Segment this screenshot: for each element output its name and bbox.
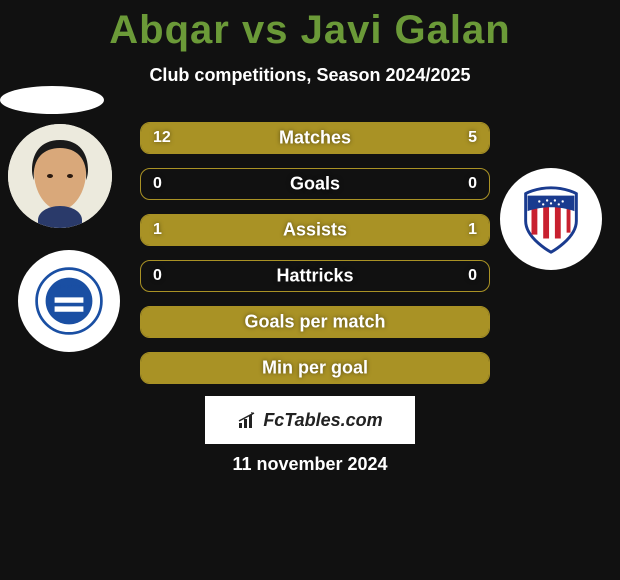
comparison-title: Abqar vs Javi Galan [0, 0, 620, 53]
stat-row-goals-per-match: Goals per match [140, 306, 490, 338]
season-subtitle: Club competitions, Season 2024/2025 [0, 65, 620, 86]
atletico-crest-icon [512, 180, 590, 258]
alaves-crest-icon: DEPORTIVO [33, 265, 105, 337]
stat-value-left: 1 [153, 221, 162, 239]
stat-value-left: 0 [153, 267, 162, 285]
stat-row-goals: Goals0 0 [140, 168, 490, 200]
stat-label: Goals per match [141, 312, 489, 333]
stat-value-right: 0 [468, 267, 477, 285]
player-photo-left [8, 124, 112, 228]
fctables-branding: FcTables.com [205, 396, 415, 444]
club-badge-left: DEPORTIVO [18, 250, 120, 352]
stat-value-left: 12 [153, 129, 171, 147]
club-badge-right [500, 168, 602, 270]
stat-row-matches: Matches12 5 [140, 122, 490, 154]
player-photo-right [0, 86, 104, 114]
snapshot-date: 11 november 2024 [0, 454, 620, 475]
comparison-chart: Matches125Goals00Assists11Hattricks00Goa… [140, 122, 490, 398]
svg-text:DEPORTIVO: DEPORTIVO [53, 284, 85, 290]
stat-label: Hattricks [141, 266, 489, 287]
stat-value-right: 5 [468, 129, 477, 147]
fctables-label: FcTables.com [263, 410, 382, 431]
stat-row-assists: Assists1 1 [140, 214, 490, 246]
fctables-logo-icon [237, 410, 259, 430]
stat-value-left: 0 [153, 175, 162, 193]
stat-value-right: 0 [468, 175, 477, 193]
stat-label: Min per goal [141, 358, 489, 379]
stat-row-min-per-goal: Min per goal [140, 352, 490, 384]
stat-label: Assists [141, 220, 489, 241]
stat-label: Goals [141, 174, 489, 195]
player-face-icon [8, 124, 112, 228]
stat-value-right: 1 [468, 221, 477, 239]
stat-row-hattricks: Hattricks0 0 [140, 260, 490, 292]
stat-label: Matches [141, 128, 489, 149]
